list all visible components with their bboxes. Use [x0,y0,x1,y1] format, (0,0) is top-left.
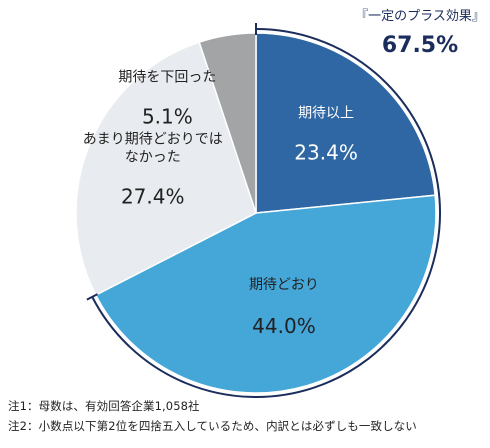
slice-3-wedge [75,41,257,297]
slice-3-label-line-1: あまり期待どおりでは [83,132,223,148]
slice-2-label: 期待どおり [249,277,319,293]
group-annotation-value: 67.5% [382,33,458,58]
group-annotation-label: 『一定のプラス効果』 [355,9,485,24]
slice-1-wedge [255,32,436,214]
slice-2-value: 44.0% [252,314,316,338]
slice-4-label: 期待を下回った [118,70,216,86]
slice-4-value: 5.1% [142,105,193,129]
group-arc-end-2 [86,293,99,301]
note-1: 注1：母数は、有効回答企業1,058社 [8,399,200,413]
slice-1-value: 23.4% [294,141,358,165]
slice-3-value: 27.4% [121,185,185,209]
group-arc [91,28,441,398]
slice-1-label: 期待以上 [298,106,354,122]
slice-2-wedge [94,194,437,394]
slice-3-label-line-2: なかった [125,150,181,166]
note-2: 注2：小数点以下第2位を四捨五入しているため、内訳とは必ずしも一致しない [8,419,417,433]
